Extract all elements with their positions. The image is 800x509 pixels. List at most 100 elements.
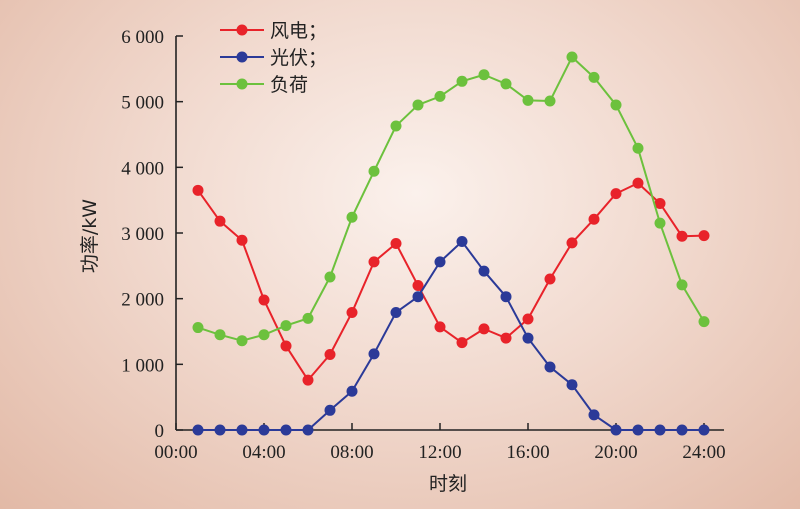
y-ticks: 0 1 000 2 000 3 000 4 000 5 000 6 000: [121, 27, 183, 442]
data-point: [500, 332, 512, 344]
y-tick-label: 4 000: [121, 158, 164, 179]
series-line: [197, 56, 705, 342]
data-point: [192, 424, 204, 436]
x-tick-label: 08:00: [330, 442, 373, 463]
data-point: [588, 71, 600, 83]
data-point: [478, 69, 490, 81]
data-point: [522, 313, 534, 325]
data-point: [500, 78, 512, 90]
data-point: [654, 217, 666, 229]
legend-item: 光伏；: [220, 47, 327, 69]
data-point: [456, 236, 468, 248]
data-point: [324, 348, 336, 360]
data-point: [456, 337, 468, 349]
data-point: [478, 323, 490, 335]
data-point: [676, 279, 688, 291]
legend-marker: [236, 24, 248, 36]
y-tick-label: 1 000: [121, 355, 164, 376]
legend-label: 风电；: [270, 20, 327, 42]
data-point: [434, 321, 446, 333]
data-point: [368, 256, 380, 268]
data-point: [390, 120, 402, 132]
x-tick-label: 00:00: [154, 442, 197, 463]
data-point: [654, 424, 666, 436]
data-point: [324, 404, 336, 416]
data-point: [236, 234, 248, 246]
legend-marker: [236, 78, 248, 90]
data-point: [390, 238, 402, 250]
data-point: [280, 340, 292, 352]
data-point: [434, 256, 446, 268]
data-point: [368, 348, 380, 360]
data-point: [522, 332, 534, 344]
data-point: [302, 424, 314, 436]
data-point: [676, 230, 688, 242]
data-point: [412, 99, 424, 111]
data-point: [434, 90, 446, 102]
data-point: [346, 211, 358, 223]
data-point: [302, 312, 314, 324]
data-point: [566, 379, 578, 391]
data-point: [236, 335, 248, 347]
data-point: [522, 94, 534, 106]
x-tick-label: 16:00: [506, 442, 549, 463]
x-ticks: 00:00 04:00 08:00 12:00 16:00 20:00 24:00: [154, 423, 726, 463]
data-point: [346, 306, 358, 318]
data-point: [698, 316, 710, 328]
data-point: [632, 424, 644, 436]
y-tick-label: 6 000: [121, 27, 164, 48]
data-point: [214, 329, 226, 341]
data-point: [698, 424, 710, 436]
data-point: [544, 361, 556, 373]
data-point: [258, 329, 270, 341]
data-point: [632, 177, 644, 189]
data-point: [698, 230, 710, 242]
data-point: [324, 271, 336, 283]
data-point: [566, 237, 578, 249]
data-point: [214, 215, 226, 227]
x-tick-label: 12:00: [418, 442, 461, 463]
data-point: [456, 75, 468, 87]
series-line: [197, 182, 705, 382]
data-point: [236, 424, 248, 436]
data-point: [302, 374, 314, 386]
data-point: [566, 51, 578, 63]
data-point: [610, 188, 622, 200]
legend-item: 风电；: [220, 20, 327, 42]
legend-item: 负荷: [220, 74, 308, 96]
data-point: [346, 385, 358, 397]
x-tick-label: 20:00: [594, 442, 637, 463]
data-point: [632, 142, 644, 154]
data-point: [412, 291, 424, 303]
series-3: [192, 51, 710, 347]
data-point: [280, 320, 292, 332]
data-point: [676, 424, 688, 436]
data-point: [412, 280, 424, 292]
y-tick-label: 0: [155, 421, 165, 442]
legend-label: 光伏；: [270, 47, 327, 69]
data-point: [610, 99, 622, 111]
y-tick-label: 2 000: [121, 290, 164, 311]
data-point: [544, 95, 556, 107]
y-tick-label: 3 000: [121, 224, 164, 245]
x-axis-title: 时刻: [429, 473, 467, 495]
x-tick-label: 24:00: [682, 442, 725, 463]
data-point: [588, 409, 600, 421]
data-point: [258, 294, 270, 306]
series-1: [192, 177, 710, 386]
data-point: [192, 322, 204, 334]
data-point: [544, 273, 556, 285]
series-layer: [192, 51, 710, 436]
data-point: [390, 306, 402, 318]
series-2: [192, 236, 710, 436]
legend-label: 负荷: [270, 74, 308, 96]
data-point: [280, 424, 292, 436]
data-point: [214, 424, 226, 436]
data-point: [610, 424, 622, 436]
data-point: [368, 165, 380, 177]
y-tick-label: 5 000: [121, 93, 164, 114]
data-point: [192, 184, 204, 196]
grid-and-axes: 00:00 04:00 08:00 12:00 16:00 20:00 24:00 0 1 0…: [121, 27, 725, 463]
data-point: [588, 213, 600, 225]
